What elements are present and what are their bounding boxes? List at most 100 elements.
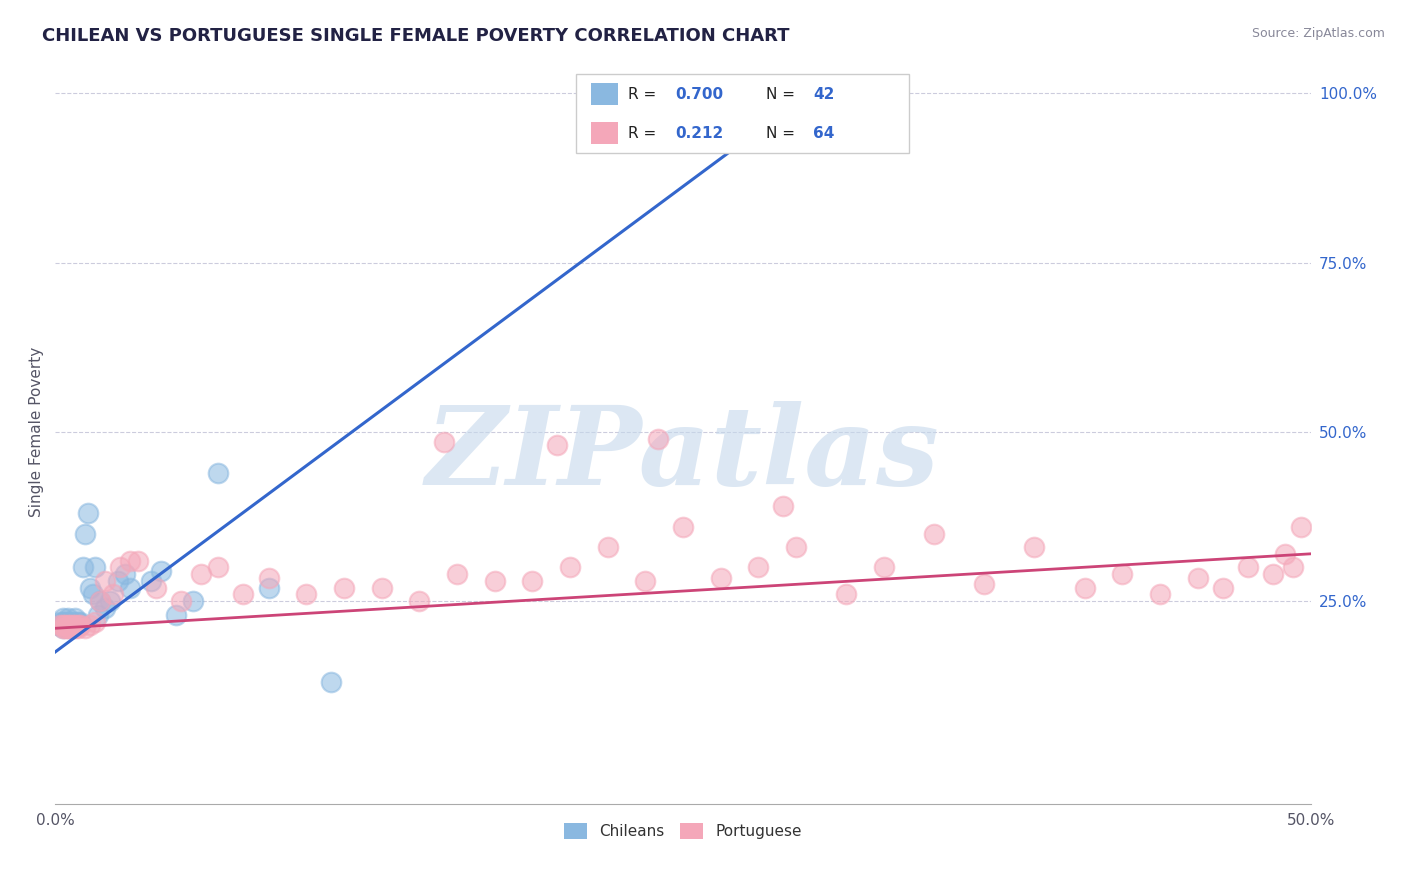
- Point: [56, 611, 79, 625]
- Point: [65, 618, 87, 632]
- Point: [46, 618, 69, 632]
- Point: [53, 618, 76, 632]
- FancyBboxPatch shape: [592, 83, 617, 105]
- Point: [484, 574, 506, 588]
- Text: CHILEAN VS PORTUGUESE SINGLE FEMALE POVERTY CORRELATION CHART: CHILEAN VS PORTUGUESE SINGLE FEMALE POVE…: [42, 27, 790, 45]
- Point: [1212, 581, 1234, 595]
- Point: [1274, 547, 1296, 561]
- Point: [79, 581, 101, 595]
- Point: [596, 540, 619, 554]
- Text: Source: ZipAtlas.com: Source: ZipAtlas.com: [1251, 27, 1385, 40]
- Point: [87, 607, 110, 622]
- Point: [49, 618, 72, 632]
- Point: [114, 567, 136, 582]
- Point: [75, 526, 97, 541]
- Point: [76, 506, 98, 520]
- Point: [69, 618, 91, 632]
- Point: [546, 438, 568, 452]
- Point: [65, 611, 87, 625]
- Point: [65, 621, 87, 635]
- Point: [139, 574, 162, 588]
- Text: ZIPatlas: ZIPatlas: [426, 401, 939, 508]
- Point: [59, 621, 82, 635]
- Point: [672, 520, 695, 534]
- Point: [107, 574, 129, 588]
- Point: [52, 618, 75, 632]
- Point: [873, 560, 896, 574]
- Point: [52, 621, 75, 635]
- Point: [59, 615, 82, 629]
- Point: [66, 618, 89, 632]
- Point: [181, 594, 204, 608]
- Point: [49, 618, 72, 632]
- Point: [370, 581, 392, 595]
- Point: [1024, 540, 1046, 554]
- Point: [100, 594, 122, 608]
- Point: [56, 621, 79, 635]
- Point: [84, 560, 107, 574]
- Point: [1187, 570, 1209, 584]
- Point: [1111, 567, 1133, 582]
- Point: [53, 618, 76, 632]
- Point: [101, 587, 124, 601]
- Point: [522, 574, 544, 588]
- Y-axis label: Single Female Poverty: Single Female Poverty: [30, 347, 44, 517]
- FancyBboxPatch shape: [592, 122, 617, 145]
- Text: R =: R =: [627, 87, 661, 102]
- Point: [1289, 520, 1312, 534]
- Point: [62, 618, 84, 632]
- Point: [772, 500, 794, 514]
- Point: [257, 570, 280, 584]
- Point: [721, 87, 744, 101]
- Point: [66, 615, 89, 629]
- Text: N =: N =: [766, 126, 800, 141]
- Point: [835, 587, 858, 601]
- Point: [89, 594, 111, 608]
- Text: 64: 64: [814, 126, 835, 141]
- Point: [66, 618, 89, 632]
- Point: [53, 615, 76, 629]
- Point: [62, 615, 84, 629]
- Point: [110, 560, 132, 574]
- Point: [52, 615, 75, 629]
- Text: 0.212: 0.212: [675, 126, 724, 141]
- Point: [49, 615, 72, 629]
- Point: [56, 621, 79, 635]
- Point: [1261, 567, 1284, 582]
- Point: [190, 567, 212, 582]
- Point: [52, 621, 75, 635]
- Point: [69, 615, 91, 629]
- Point: [257, 581, 280, 595]
- Point: [145, 581, 167, 595]
- Point: [321, 675, 343, 690]
- Point: [1149, 587, 1171, 601]
- Point: [72, 560, 94, 574]
- Point: [69, 618, 91, 632]
- Point: [52, 611, 75, 625]
- Point: [232, 587, 254, 601]
- Point: [1282, 560, 1305, 574]
- Point: [94, 601, 117, 615]
- Point: [79, 618, 101, 632]
- Point: [65, 618, 87, 632]
- Text: 42: 42: [814, 87, 835, 102]
- Point: [922, 526, 945, 541]
- Point: [747, 560, 769, 574]
- Point: [120, 581, 142, 595]
- Point: [59, 618, 82, 632]
- Point: [62, 618, 84, 632]
- Text: R =: R =: [627, 126, 661, 141]
- Point: [295, 587, 318, 601]
- Point: [59, 618, 82, 632]
- Point: [408, 594, 430, 608]
- Point: [84, 615, 107, 629]
- Point: [785, 540, 807, 554]
- Legend: Chileans, Portuguese: Chileans, Portuguese: [558, 817, 807, 845]
- Point: [75, 621, 97, 635]
- Point: [120, 553, 142, 567]
- Point: [56, 618, 79, 632]
- Point: [973, 577, 995, 591]
- Point: [207, 466, 229, 480]
- FancyBboxPatch shape: [576, 75, 908, 153]
- Point: [1237, 560, 1260, 574]
